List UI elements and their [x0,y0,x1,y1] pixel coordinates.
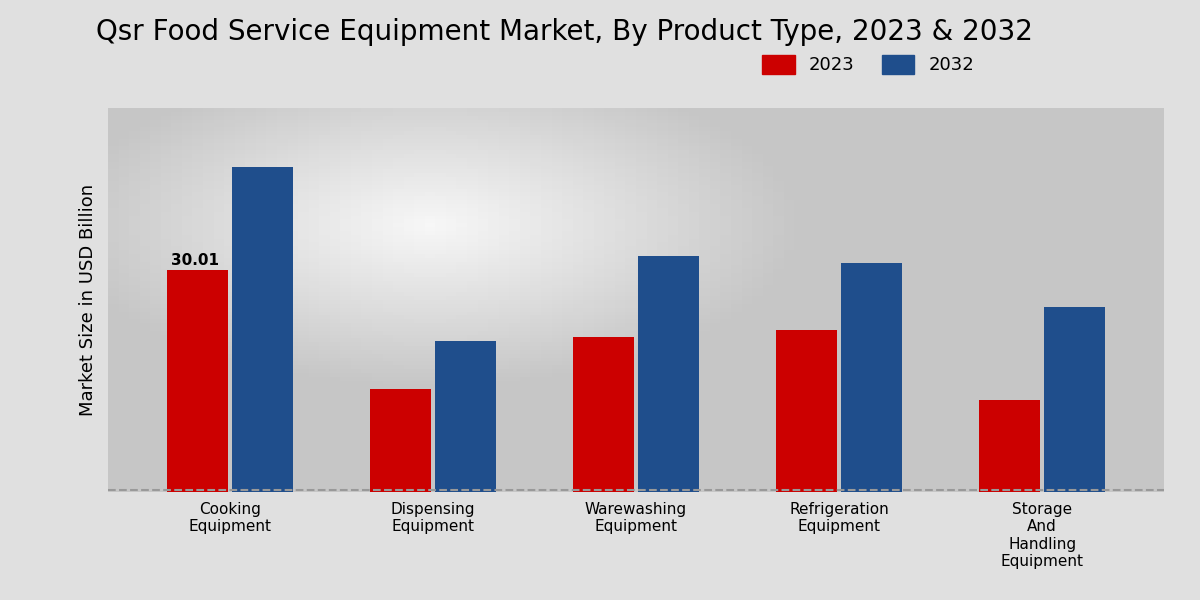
Bar [979,400,1040,492]
Bar [574,337,634,492]
Bar [232,167,293,492]
Bar [638,256,698,492]
Bar [841,263,902,492]
Text: 30.01: 30.01 [170,253,218,268]
Bar [776,329,838,492]
Bar [434,341,496,492]
Legend: 2023, 2032: 2023, 2032 [755,48,982,82]
Y-axis label: Market Size in USD Billion: Market Size in USD Billion [79,184,97,416]
Bar [167,271,228,492]
Bar [370,389,431,492]
Bar [1044,307,1105,492]
Text: Qsr Food Service Equipment Market, By Product Type, 2023 & 2032: Qsr Food Service Equipment Market, By Pr… [96,18,1033,46]
